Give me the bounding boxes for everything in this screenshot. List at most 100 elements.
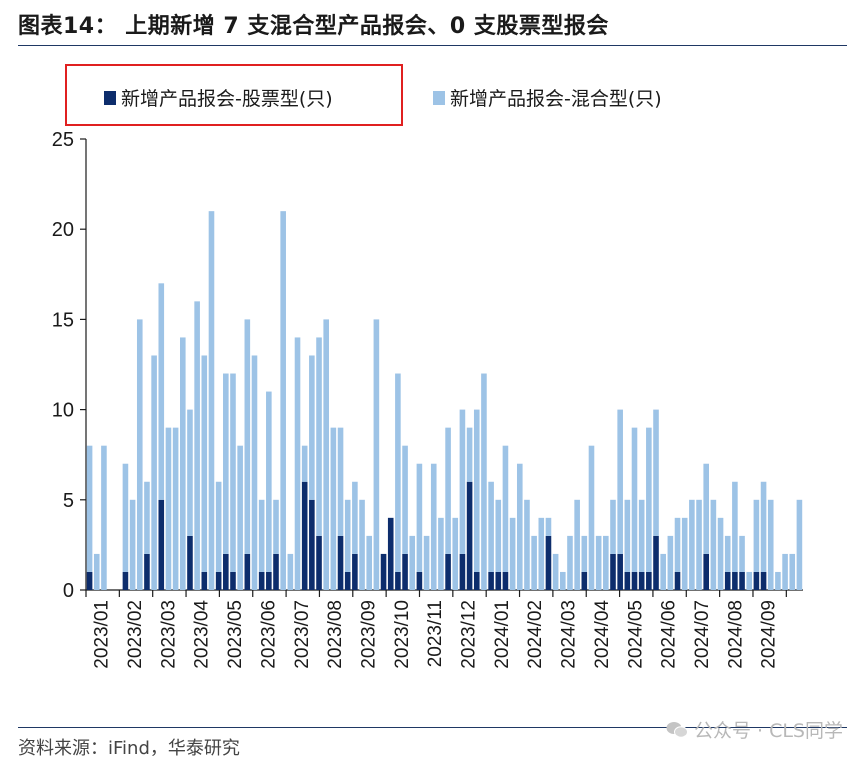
bar-stock	[732, 571, 738, 590]
bar-mixed	[416, 463, 423, 572]
bar-stock	[395, 571, 401, 590]
bar-mixed	[524, 499, 530, 590]
bar-mixed	[646, 427, 652, 572]
bar-stock	[739, 571, 745, 590]
bar-mixed	[509, 517, 516, 590]
bar-mixed	[430, 463, 437, 590]
bar-stock	[309, 499, 315, 590]
bar-stock	[301, 481, 308, 590]
bar-mixed	[86, 445, 93, 572]
title-divider	[18, 45, 847, 46]
bar-mixed	[560, 571, 566, 590]
legend-swatch-mixed	[433, 91, 445, 105]
bar-mixed	[423, 535, 430, 590]
bar-stock	[201, 571, 208, 590]
bar-stock	[646, 571, 652, 590]
bar-mixed	[223, 373, 229, 554]
bar-mixed	[395, 373, 401, 572]
bar-mixed	[208, 211, 215, 590]
bar-mixed	[624, 499, 631, 572]
bar-mixed	[703, 463, 710, 554]
bar-mixed	[459, 409, 466, 554]
bar-mixed	[101, 445, 107, 590]
bar-stock	[459, 553, 466, 590]
wechat-icon	[666, 721, 688, 738]
bar-mixed	[316, 337, 322, 536]
bar-mixed	[294, 337, 301, 590]
legend-swatch-stock	[104, 91, 116, 105]
bar-stock	[724, 571, 731, 590]
bar-mixed	[567, 535, 573, 590]
bar-mixed	[782, 553, 788, 590]
bar-mixed	[574, 499, 580, 590]
bar-mixed	[696, 499, 702, 590]
x-tick-label: 2024/07	[692, 600, 713, 669]
bar-stock	[316, 535, 322, 590]
bar-mixed	[258, 499, 265, 572]
bar-mixed	[617, 409, 623, 554]
x-tick-label: 2024/06	[659, 600, 680, 669]
bar-stock	[258, 571, 265, 590]
bar-mixed	[129, 499, 136, 590]
bar-mixed	[266, 391, 272, 572]
bar-stock	[380, 553, 387, 590]
y-tick-label: 5	[63, 490, 74, 512]
bar-mixed	[595, 535, 602, 590]
bar-mixed	[775, 571, 781, 590]
bar-stock	[344, 571, 351, 590]
bar-mixed	[545, 517, 552, 536]
bar-mixed	[717, 517, 724, 590]
bar-mixed	[201, 355, 208, 572]
stacked-bar-chart: 新增产品报会-股票型(只) 新增产品报会-混合型(只) 0 5 10 15 20 25 20…	[52, 64, 803, 669]
x-tick-label: 2023/03	[158, 600, 179, 669]
bar-mixed	[287, 553, 294, 590]
bar-mixed	[309, 355, 315, 500]
x-tick-label: 2024/08	[725, 600, 746, 669]
bar-stock	[703, 553, 710, 590]
bar-stock	[337, 535, 344, 590]
x-tick-label: 2023/02	[125, 600, 146, 669]
bar-stock	[760, 571, 767, 590]
watermark-text: 公众号 · CLS同学	[693, 720, 843, 742]
bar-mixed	[732, 481, 738, 572]
bar-stock	[610, 553, 616, 590]
bar-mixed	[187, 409, 193, 536]
bar-stock	[445, 553, 451, 590]
bar-stock	[581, 571, 588, 590]
bar-stock	[223, 553, 229, 590]
bar-stock	[266, 571, 272, 590]
bar-mixed	[452, 517, 459, 590]
bar-mixed	[438, 517, 444, 590]
watermark: 公众号 · CLS同学	[666, 716, 843, 743]
bar-mixed	[638, 499, 645, 572]
x-tick-label: 2023/12	[459, 600, 480, 669]
x-tick-label: 2023/04	[192, 600, 213, 669]
bar-mixed	[445, 427, 451, 554]
y-tick-label: 10	[52, 400, 74, 422]
bar-mixed	[237, 445, 243, 590]
bar-mixed	[581, 535, 588, 572]
bar-mixed	[710, 499, 717, 590]
x-tick-label: 2023/06	[258, 600, 279, 669]
x-tick-label: 2024/09	[759, 600, 780, 669]
bar-stock	[230, 571, 236, 590]
bar-mixed	[122, 463, 129, 572]
x-tick-label: 2023/09	[358, 600, 379, 669]
bar-mixed	[516, 463, 523, 590]
legend: 新增产品报会-股票型(只) 新增产品报会-混合型(只)	[65, 64, 662, 126]
x-tick-label: 2024/01	[492, 600, 513, 669]
bar-mixed	[165, 427, 172, 590]
bar-mixed	[466, 427, 473, 482]
bar-mixed	[151, 355, 157, 590]
x-tick-label: 2024/05	[625, 600, 646, 669]
x-tick-label: 2023/08	[325, 600, 346, 669]
bar-stock	[416, 571, 423, 590]
bar-mixed	[373, 319, 380, 590]
bar-mixed	[588, 445, 595, 590]
footer-divider	[18, 727, 847, 728]
bar-mixed	[402, 445, 408, 554]
bar-mixed	[653, 409, 659, 536]
bar-mixed	[681, 517, 688, 590]
bar-mixed	[409, 535, 416, 590]
bar-mixed	[230, 373, 236, 572]
